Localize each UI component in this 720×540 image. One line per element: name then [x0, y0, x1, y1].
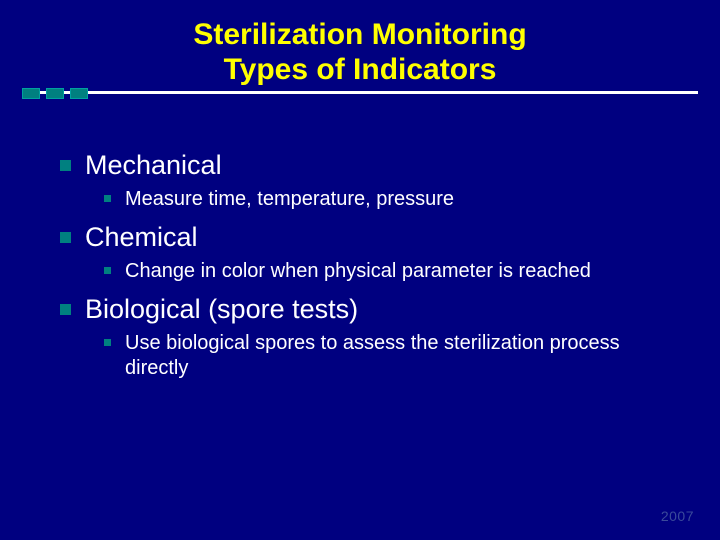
content-area: Mechanical Measure time, temperature, pr… — [60, 140, 680, 387]
bullet-label: Mechanical — [85, 150, 222, 181]
accent-square — [46, 88, 64, 99]
sub-bullet-item: Measure time, temperature, pressure — [104, 187, 680, 212]
square-bullet-icon — [60, 160, 71, 171]
square-bullet-icon — [104, 339, 111, 346]
square-bullet-icon — [60, 304, 71, 315]
sub-bullet-text: Measure time, temperature, pressure — [125, 187, 454, 212]
accent-blocks — [22, 88, 88, 99]
square-bullet-icon — [104, 267, 111, 274]
sub-bullet-text: Change in color when physical parameter … — [125, 259, 591, 284]
title-line-1: Sterilization Monitoring — [0, 18, 720, 53]
title-line-2: Types of Indicators — [0, 53, 720, 88]
sub-bullet-text: Use biological spores to assess the ster… — [125, 331, 660, 381]
accent-square — [70, 88, 88, 99]
square-bullet-icon — [104, 195, 111, 202]
bullet-item-biological: Biological (spore tests) — [60, 294, 680, 325]
slide-title-block: Sterilization Monitoring Types of Indica… — [0, 0, 720, 87]
footer-year: 2007 — [661, 508, 694, 524]
square-bullet-icon — [60, 232, 71, 243]
accent-square — [22, 88, 40, 99]
title-underline — [22, 91, 698, 94]
bullet-item-mechanical: Mechanical — [60, 150, 680, 181]
bullet-label: Biological (spore tests) — [85, 294, 358, 325]
bullet-item-chemical: Chemical — [60, 222, 680, 253]
bullet-label: Chemical — [85, 222, 198, 253]
sub-bullet-item: Use biological spores to assess the ster… — [104, 331, 680, 381]
sub-bullet-item: Change in color when physical parameter … — [104, 259, 680, 284]
